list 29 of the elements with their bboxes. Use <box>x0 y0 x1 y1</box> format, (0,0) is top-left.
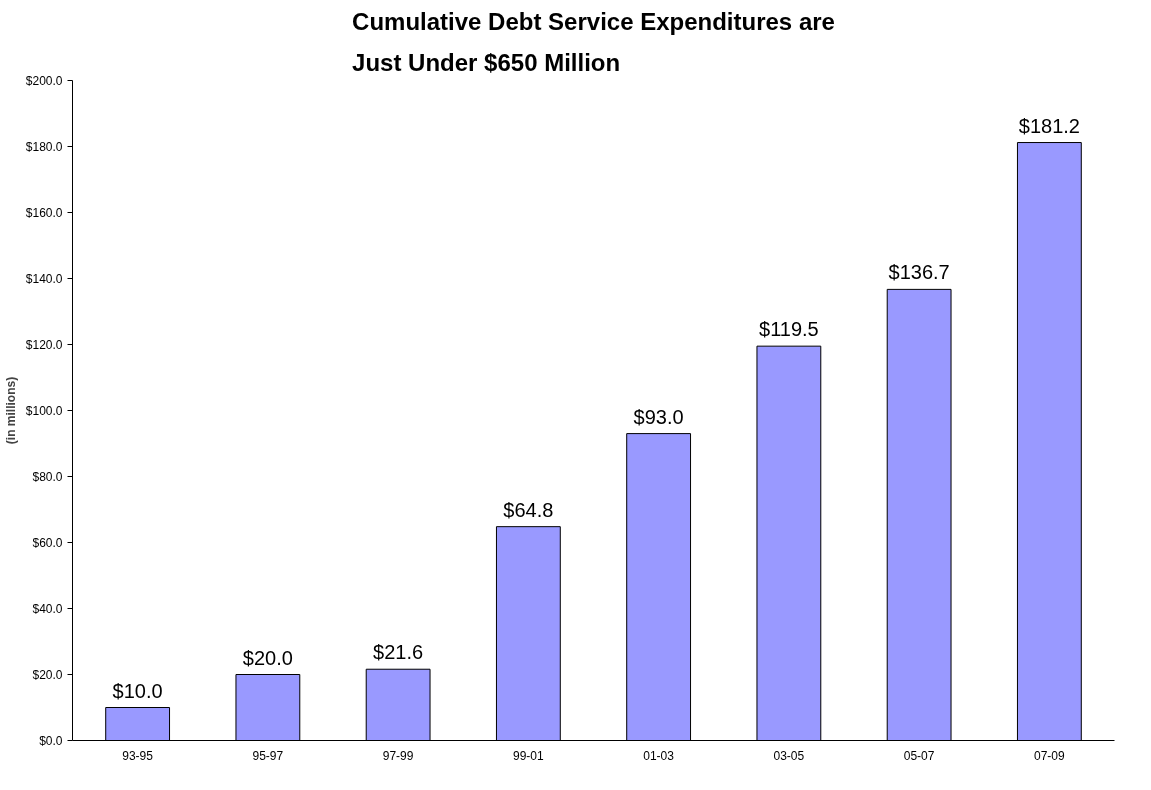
data-label: $136.7 <box>888 261 950 284</box>
x-tick-label: 93-95 <box>122 748 154 763</box>
y-tick-label: $0.0 <box>39 733 63 748</box>
y-axis-title: (in millions) <box>3 376 18 445</box>
y-tick-label: $20.0 <box>32 667 63 682</box>
y-tick-label: $160.0 <box>25 205 63 220</box>
chart-title: Cumulative Debt Service Expenditures are Just Under $650 Million <box>352 8 835 76</box>
x-tick-label: 05-07 <box>903 748 935 763</box>
data-label: $119.5 <box>759 318 819 341</box>
data-label: $181.2 <box>1018 114 1080 137</box>
data-label: $20.0 <box>242 646 293 669</box>
x-tick-label: 03-05 <box>773 748 805 763</box>
x-tick-label: 07-09 <box>1034 748 1066 763</box>
y-tick-label: $100.0 <box>25 403 63 418</box>
data-label: $64.8 <box>503 498 554 521</box>
y-tick-label: $120.0 <box>25 337 63 352</box>
x-tick-label: 97-99 <box>382 748 414 763</box>
data-label: $10.0 <box>112 679 163 702</box>
y-tick-label: $60.0 <box>32 535 63 550</box>
data-label: $21.6 <box>373 641 424 664</box>
x-tick-label: 01-03 <box>643 748 675 763</box>
y-tick-label: $80.0 <box>32 469 63 484</box>
y-tick-label: $140.0 <box>25 271 63 286</box>
data-label: $93.0 <box>633 405 684 428</box>
y-tick-label: $180.0 <box>25 139 63 154</box>
x-tick-label: 99-01 <box>513 748 545 763</box>
x-tick-label: 95-97 <box>252 748 284 763</box>
y-tick-label: $40.0 <box>32 601 63 616</box>
y-tick-label: $200.0 <box>25 73 63 88</box>
